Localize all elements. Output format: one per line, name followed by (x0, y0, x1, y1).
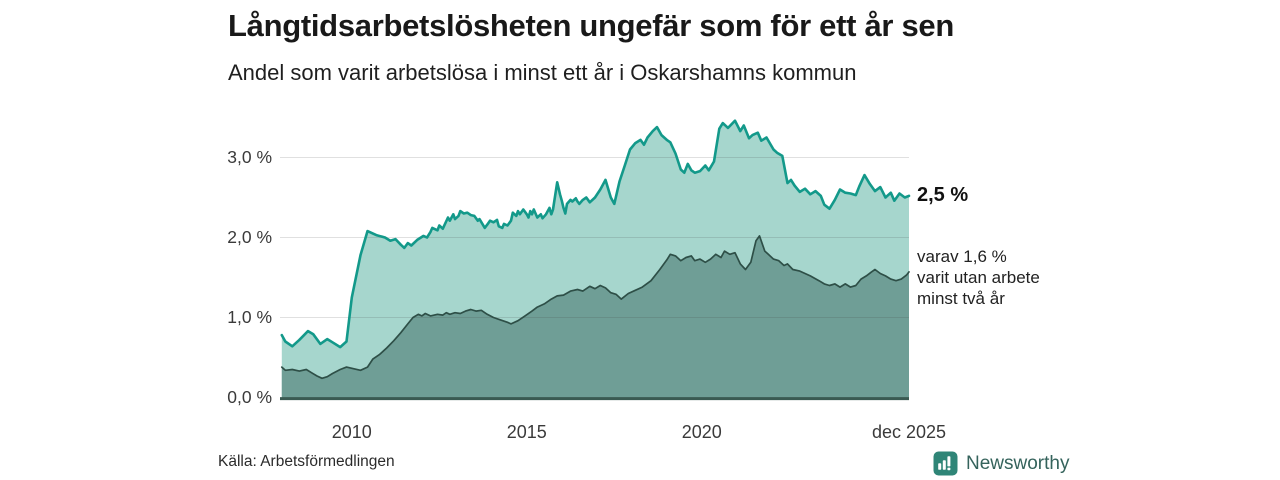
area-minst-tva-ar (281, 235, 909, 398)
page-title: Långtidsarbetslösheten ungefär som för e… (228, 8, 955, 43)
series-end-label-secondary-line1: varav 1,6 % (917, 246, 1007, 266)
x-tick-label: 2010 (331, 422, 372, 442)
x-tick-label: dec 2025 (871, 422, 947, 442)
source-note: Källa: Arbetsförmedlingen (218, 453, 395, 470)
line-minst-tva-ar (280, 235, 910, 380)
series-end-label-secondary-line3: minst två år (917, 288, 1005, 308)
y-tick-label: 0,0 % (227, 386, 272, 407)
x-tick-label: 2015 (506, 422, 547, 442)
series-end-label-secondary-line2: varit utan arbete (917, 267, 1040, 287)
brand-logo: Newsworthy (933, 451, 1069, 476)
series-end-label-secondary: varav 1,6 % varit utan arbete minst två … (917, 246, 1040, 309)
y-tick-label: 3,0 % (227, 146, 272, 167)
y-tick-label: 1,0 % (227, 306, 272, 327)
page-subtitle: Andel som varit arbetslösa i minst ett å… (228, 60, 857, 85)
newsworthy-bars-logo-icon (933, 451, 958, 476)
brand-name: Newsworthy (966, 452, 1070, 474)
x-tick-label: 2020 (681, 422, 722, 442)
y-tick-label: 2,0 % (227, 226, 272, 247)
series-end-label-total: 2,5 % (917, 183, 969, 206)
line-minst-ett-ar (280, 119, 911, 349)
